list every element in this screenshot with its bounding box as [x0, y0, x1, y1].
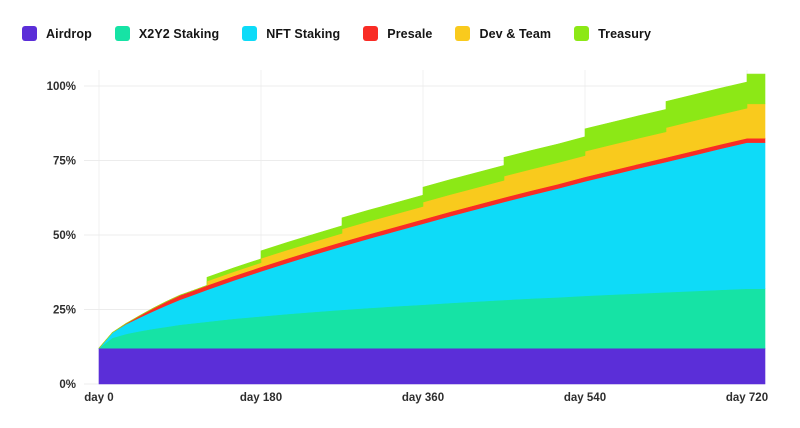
area-airdrop[interactable] — [98, 347, 766, 385]
legend-item-x2y2-staking[interactable]: X2Y2 Staking — [114, 26, 220, 41]
area-treasury[interactable] — [98, 73, 766, 349]
x-axis-tick-label: day 0 — [84, 392, 113, 404]
y-axis-tick-label: 75% — [53, 156, 76, 168]
legend-item-label: Airdrop — [46, 26, 92, 41]
legend-swatch-icon — [574, 26, 590, 41]
legend-swatch-icon — [455, 26, 471, 41]
x-axis-tick-label: day 360 — [402, 392, 444, 404]
x-axis-tick-label: day 540 — [564, 392, 606, 404]
x-axis-tick-label: day 720 — [726, 392, 768, 404]
legend-item-treasury[interactable]: Treasury — [574, 26, 651, 41]
legend-item-label: Dev & Team — [479, 26, 552, 41]
legend-item-label: Treasury — [598, 26, 652, 41]
y-axis-tick-label: 25% — [53, 305, 76, 317]
legend-item-airdrop[interactable]: Airdrop — [22, 26, 92, 41]
legend-item-label: Presale — [387, 26, 433, 41]
legend-item-dev-team[interactable]: Dev & Team — [455, 26, 551, 41]
legend-swatch-icon — [363, 26, 379, 41]
legend-item-label: X2Y2 Staking — [138, 26, 220, 41]
legend-item-label: NFT Staking — [266, 26, 341, 41]
legend-swatch-icon — [242, 26, 258, 41]
y-axis-tick-label: 50% — [53, 230, 76, 242]
x-axis-tick-label: day 180 — [240, 392, 282, 404]
legend-item-presale[interactable]: Presale — [363, 26, 432, 41]
legend-item-nft-staking[interactable]: NFT Staking — [242, 26, 340, 41]
chart-legend: Airdrop X2Y2 Staking NFT Staking Presale Dev… — [22, 26, 651, 41]
legend-swatch-icon — [22, 26, 37, 41]
y-axis-tick-label: 0% — [59, 379, 76, 391]
y-axis-tick-label: 100% — [47, 81, 76, 93]
legend-swatch-icon — [114, 26, 130, 41]
